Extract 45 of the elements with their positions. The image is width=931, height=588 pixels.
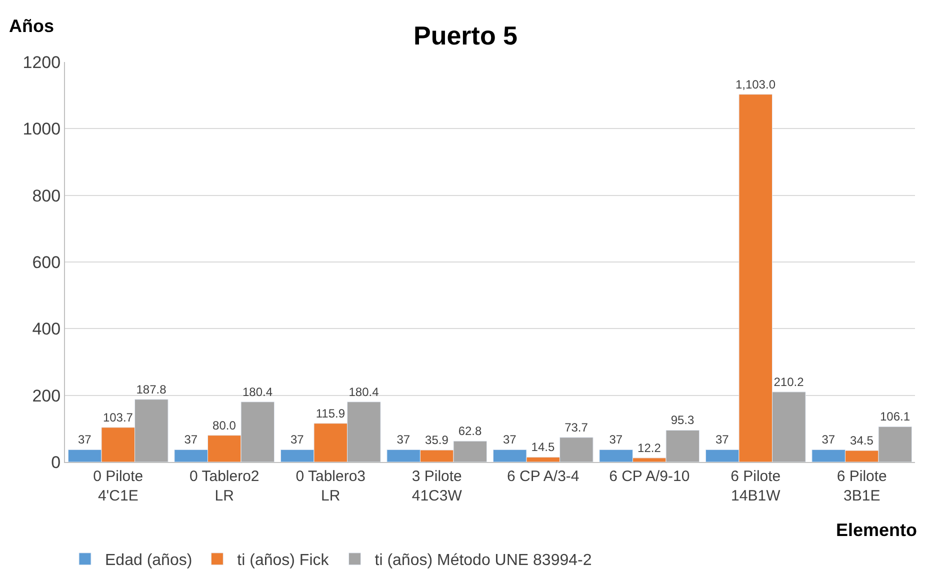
y-tick-label: 0 bbox=[51, 452, 61, 472]
y-tick-label: 200 bbox=[32, 386, 61, 406]
data-label: 106.1 bbox=[880, 410, 910, 424]
data-label: 115.9 bbox=[316, 406, 346, 420]
data-label: 12.2 bbox=[638, 440, 662, 455]
x-tick-label: 6 CP A/3-4 bbox=[506, 468, 580, 485]
x-axis-title: Elemento bbox=[836, 520, 918, 540]
data-label: 14.5 bbox=[531, 440, 555, 454]
chart-title: Puerto 5 bbox=[413, 20, 518, 51]
legend-label: ti (años) Fick bbox=[237, 552, 330, 570]
x-tick-label: 6 CP A/9-10 bbox=[609, 468, 690, 485]
data-label: 180.4 bbox=[348, 384, 380, 399]
x-tick-label: 6 Pilote 3B1E bbox=[836, 468, 887, 504]
legend-label: Edad (años) bbox=[105, 552, 192, 570]
y-tick-label: 800 bbox=[32, 186, 61, 206]
data-label: 180.4 bbox=[242, 384, 273, 399]
x-tick-label: 0 Tablero3 LR bbox=[296, 468, 366, 504]
data-label: 80.0 bbox=[212, 418, 236, 432]
data-label: 37 bbox=[290, 432, 304, 447]
x-tick-label: 0 Pilote 4'C1E bbox=[93, 468, 144, 504]
y-tick-label: 400 bbox=[32, 320, 61, 339]
data-label: 37 bbox=[184, 432, 198, 447]
x-tick-label: 0 Tablero2 LR bbox=[189, 468, 260, 504]
data-label: 95.3 bbox=[670, 413, 695, 428]
data-label: 35.9 bbox=[425, 433, 449, 448]
legend-label: ti (años) Método UNE 83994-2 bbox=[374, 552, 592, 570]
data-label: 37 bbox=[609, 432, 623, 447]
data-label: 37 bbox=[822, 432, 836, 447]
x-tick-label: 6 Pilote 14B1W bbox=[730, 468, 782, 504]
data-label: 1,103.0 bbox=[735, 77, 776, 92]
x-tick-label: 3 Pilote 41C3W bbox=[412, 468, 463, 504]
data-label: 34.5 bbox=[850, 434, 874, 448]
y-tick-label: 600 bbox=[32, 252, 61, 272]
data-label: 73.7 bbox=[564, 420, 588, 434]
y-axis-title: Años bbox=[9, 16, 54, 36]
data-label: 210.2 bbox=[774, 374, 804, 389]
y-tick-label: 1000 bbox=[22, 120, 61, 139]
data-label: 37 bbox=[396, 432, 410, 447]
data-label: 37 bbox=[503, 432, 517, 447]
data-label: 37 bbox=[78, 432, 92, 447]
data-label: 62.8 bbox=[458, 424, 482, 438]
data-label: 103.7 bbox=[102, 410, 134, 424]
y-tick-label: 1200 bbox=[22, 52, 61, 72]
data-label: 187.8 bbox=[136, 382, 167, 396]
data-label: 37 bbox=[716, 432, 730, 447]
